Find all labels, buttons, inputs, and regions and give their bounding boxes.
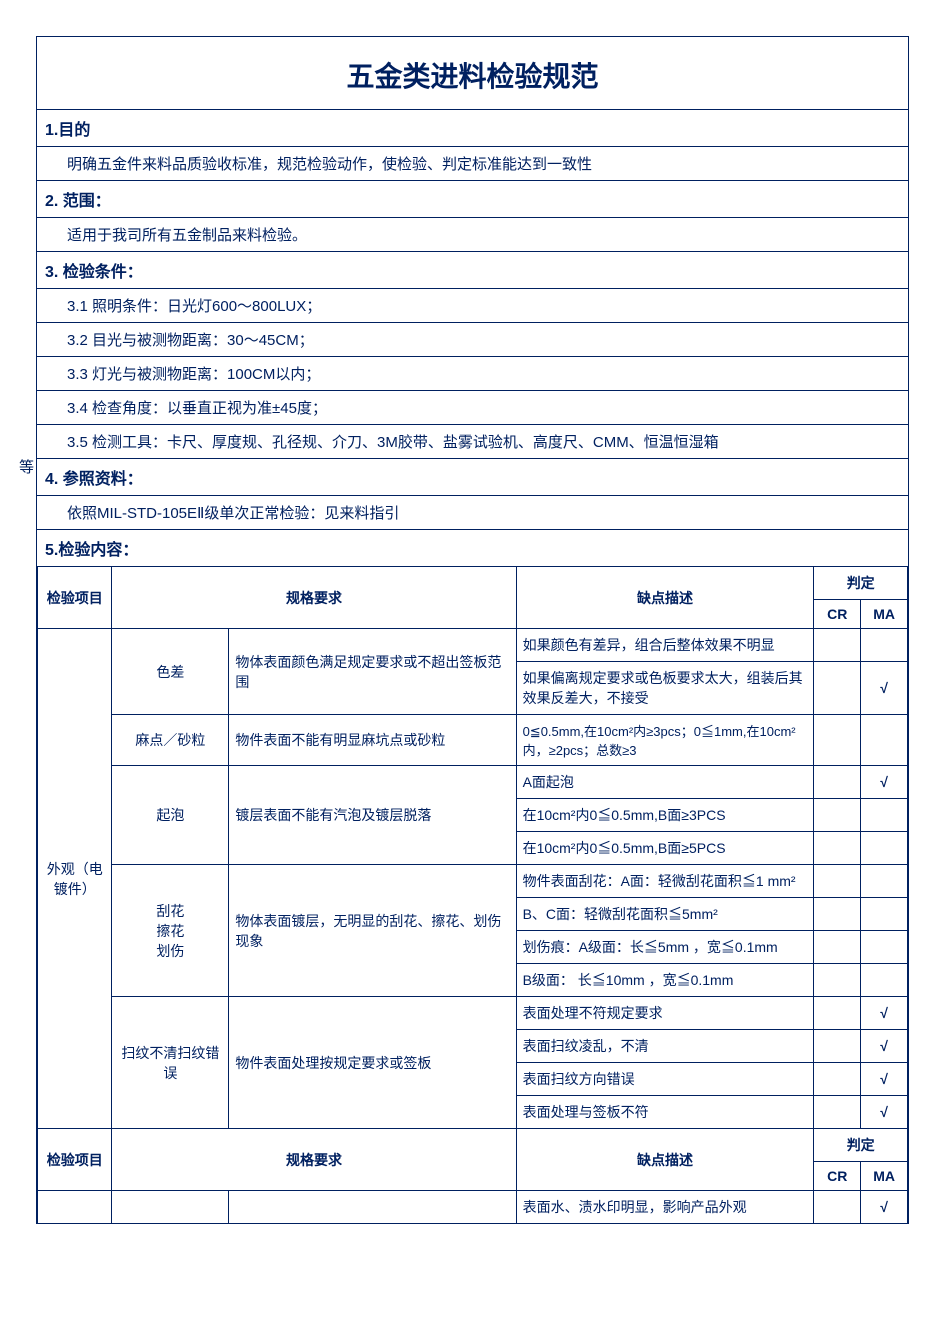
- cr-cell: [814, 832, 861, 865]
- hdr2-spec: 规格要求: [112, 1129, 516, 1191]
- defect-cell: 在10cm²内0≦0.5mm,B面≥3PCS: [516, 799, 814, 832]
- ma-cell: [861, 898, 908, 931]
- defect-cell: 在10cm²内0≦0.5mm,B面≥5PCS: [516, 832, 814, 865]
- category-cell: 外观（电镀件）: [38, 629, 112, 1129]
- section-3-5: 3.5 检测工具：卡尺、厚度规、孔径规、介刀、3M胶带、盐雾试验机、高度尺、CM…: [37, 425, 908, 458]
- ma-cell: [861, 964, 908, 997]
- section-4-body: 依照MIL-STD-105EⅡ级单次正常检验：见来料指引: [37, 496, 908, 530]
- ma-cell: [861, 931, 908, 964]
- ma-cell: √: [861, 1096, 908, 1129]
- cr-cell: [814, 931, 861, 964]
- section-3-head: 3. 检验条件：: [37, 252, 908, 289]
- cr-cell: [814, 1063, 861, 1096]
- hdr2-judge: 判定: [814, 1129, 908, 1162]
- section-2-head: 2. 范围：: [37, 181, 908, 218]
- table-header-row-2: 检验项目 规格要求 缺点描述 判定: [38, 1129, 908, 1162]
- table-row: 扫纹不清扫纹错误 物件表面处理按规定要求或签板 表面处理不符规定要求 √: [38, 997, 908, 1030]
- cr-cell: [814, 997, 861, 1030]
- defect-cell: A面起泡: [516, 766, 814, 799]
- section-1-head: 1.目的: [37, 110, 908, 147]
- cr-cell: [814, 964, 861, 997]
- subitem-name: 扫纹不清扫纹错误: [112, 997, 229, 1129]
- ma-cell: [861, 799, 908, 832]
- hdr2-item: 检验项目: [38, 1129, 112, 1191]
- page: 五金类进料检验规范 1.目的 明确五金件来料品质验收标准，规范检验动作，使检验、…: [0, 0, 945, 1224]
- defect-cell: 表面水、渍水印明显，影响产品外观: [516, 1191, 814, 1224]
- section-2-body: 适用于我司所有五金制品来料检验。: [37, 218, 908, 252]
- subitem-name: 起泡: [112, 766, 229, 865]
- section-3-3: 3.3 灯光与被测物距离：100CM以内；: [37, 357, 908, 391]
- section-4-head: 4. 参照资料：: [37, 458, 908, 496]
- defect-cell: B级面： 长≦10mm ，宽≦0.1mm: [516, 964, 814, 997]
- defect-cell: 如果颜色有差异，组合后整体效果不明显: [516, 629, 814, 662]
- cr-cell: [814, 799, 861, 832]
- spec-cell: 物体表面颜色满足规定要求或不超出签板范围: [229, 629, 516, 715]
- hdr2-cr: CR: [814, 1162, 861, 1191]
- ma-cell: √: [861, 766, 908, 799]
- spec-empty: [229, 1191, 516, 1224]
- cr-cell: [814, 1096, 861, 1129]
- hdr-judge: 判定: [814, 567, 908, 600]
- defect-cell: 如果偏离规定要求或色板要求太大，组装后其效果反差大，不接受: [516, 662, 814, 715]
- section-3-1: 3.1 照明条件：日光灯600～800LUX；: [37, 289, 908, 323]
- cr-cell: [814, 1191, 861, 1224]
- cr-cell: [814, 715, 861, 766]
- section-3-2: 3.2 目光与被测物距离：30～45CM；: [37, 323, 908, 357]
- subitem-name: 麻点／砂粒: [112, 715, 229, 766]
- defect-cell: 0≦0.5mm,在10cm²内≥3pcs；0≦1mm,在10cm²内，≥2pcs…: [516, 715, 814, 766]
- table-row: 表面水、渍水印明显，影响产品外观 √: [38, 1191, 908, 1224]
- ma-cell: [861, 629, 908, 662]
- cr-cell: [814, 629, 861, 662]
- ma-cell: √: [861, 997, 908, 1030]
- hdr2-ma: MA: [861, 1162, 908, 1191]
- ma-cell: √: [861, 1063, 908, 1096]
- ma-cell: √: [861, 1191, 908, 1224]
- hdr-spec: 规格要求: [112, 567, 516, 629]
- doc-title: 五金类进料检验规范: [37, 37, 908, 110]
- defect-cell: 表面处理与签板不符: [516, 1096, 814, 1129]
- ma-cell: [861, 865, 908, 898]
- section-1-body: 明确五金件来料品质验收标准，规范检验动作，使检验、判定标准能达到一致性: [37, 147, 908, 181]
- ma-cell: [861, 832, 908, 865]
- hdr-cr: CR: [814, 600, 861, 629]
- spec-cell: 物件表面处理按规定要求或签板: [229, 997, 516, 1129]
- table-header-row: 检验项目 规格要求 缺点描述 判定: [38, 567, 908, 600]
- inspection-table: 检验项目 规格要求 缺点描述 判定 CR MA 外观（电镀件） 色差 物体表面颜…: [37, 566, 908, 1223]
- subitem-name: 色差: [112, 629, 229, 715]
- defect-cell: 物件表面刮花：A面：轻微刮花面积≦1 mm²: [516, 865, 814, 898]
- spec-cell: 物件表面不能有明显麻坑点或砂粒: [229, 715, 516, 766]
- document-frame: 五金类进料检验规范 1.目的 明确五金件来料品质验收标准，规范检验动作，使检验、…: [36, 36, 909, 1224]
- section-3-4: 3.4 检查角度：以垂直正视为准±45度；: [37, 391, 908, 425]
- spec-cell: 镀层表面不能有汽泡及镀层脱落: [229, 766, 516, 865]
- spec-cell: 物体表面镀层，无明显的刮花、擦花、划伤现象: [229, 865, 516, 997]
- ma-cell: [861, 715, 908, 766]
- hdr2-defect: 缺点描述: [516, 1129, 814, 1191]
- section-5-head: 5.检验内容：: [37, 530, 908, 566]
- table-row: 外观（电镀件） 色差 物体表面颜色满足规定要求或不超出签板范围 如果颜色有差异，…: [38, 629, 908, 662]
- defect-cell: 表面扫纹凌乱，不清: [516, 1030, 814, 1063]
- defect-cell: B、C面：轻微刮花面积≦5mm²: [516, 898, 814, 931]
- cr-cell: [814, 898, 861, 931]
- cr-cell: [814, 865, 861, 898]
- hdr-defect: 缺点描述: [516, 567, 814, 629]
- cr-cell: [814, 766, 861, 799]
- ma-cell: √: [861, 1030, 908, 1063]
- cr-cell: [814, 1030, 861, 1063]
- hdr-ma: MA: [861, 600, 908, 629]
- subitem-name: 刮花 擦花 划伤: [112, 865, 229, 997]
- table-row: 起泡 镀层表面不能有汽泡及镀层脱落 A面起泡 √: [38, 766, 908, 799]
- defect-cell: 划伤痕：A级面：长≦5mm ，宽≦0.1mm: [516, 931, 814, 964]
- cr-cell: [814, 662, 861, 715]
- category-cell-empty: [38, 1191, 112, 1224]
- defect-cell: 表面处理不符规定要求: [516, 997, 814, 1030]
- subitem-empty: [112, 1191, 229, 1224]
- hdr-item: 检验项目: [38, 567, 112, 629]
- table-row: 麻点／砂粒 物件表面不能有明显麻坑点或砂粒 0≦0.5mm,在10cm²内≥3p…: [38, 715, 908, 766]
- defect-cell: 表面扫纹方向错误: [516, 1063, 814, 1096]
- ma-cell: √: [861, 662, 908, 715]
- table-row: 刮花 擦花 划伤 物体表面镀层，无明显的刮花、擦花、划伤现象 物件表面刮花：A面…: [38, 865, 908, 898]
